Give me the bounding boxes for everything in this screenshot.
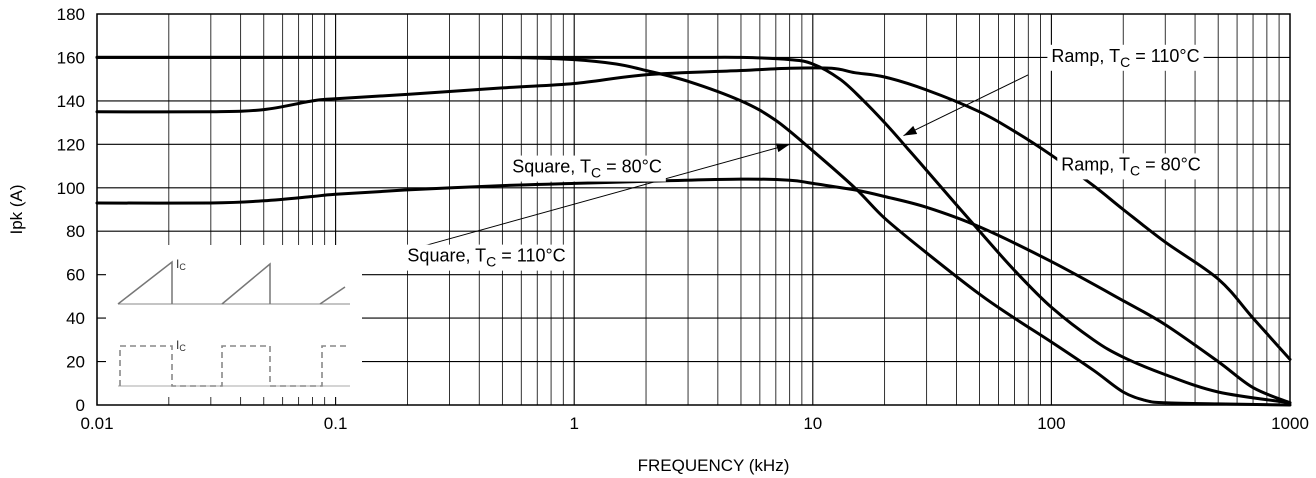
annotation-label-1: Square, TC = 80°C [512, 157, 662, 181]
x-tick-label: 10 [803, 414, 822, 433]
series-line-3 [95, 66, 1292, 361]
arrow-head-2 [903, 125, 918, 136]
x-tick-label: 1000 [1271, 414, 1309, 433]
arrow-head-1 [775, 143, 790, 153]
tick-labels: 0 20 40 60 80 100 120 140 160 180 0.01 0.1 1 10 100 100… [57, 5, 1309, 433]
series-line-2 [95, 55, 1292, 405]
inset-square-wave [119, 345, 348, 387]
y-tick-label: 0 [76, 396, 85, 415]
x-tick-label: 100 [1037, 414, 1065, 433]
annotation-arrows [421, 74, 1029, 247]
y-tick-label: 20 [66, 353, 85, 372]
annotation-label-4: Ramp, TC = 80°C [1061, 154, 1201, 178]
waveform-inset: IC IC [106, 245, 362, 397]
inset-square-label: IC [176, 338, 186, 353]
y-axis-title: Ipk (A) [7, 184, 26, 234]
annotation-bg-2 [403, 244, 570, 271]
x-axis-title: FREQUENCY (kHz) [638, 456, 790, 475]
y-tick-label: 180 [57, 5, 85, 24]
x-tick-label: 0.01 [80, 414, 113, 433]
y-tick-label: 100 [57, 179, 85, 198]
arrow-line-2 [903, 74, 1029, 137]
inset-background [106, 245, 362, 397]
annotations: Square, TC = 80°C Square, TC = 110°C Ramp,… [403, 44, 1205, 271]
annotation-bg-4 [1057, 153, 1205, 180]
y-tick-label: 40 [66, 309, 85, 328]
y-tick-label: 120 [57, 135, 85, 154]
arrow-line-1 [421, 143, 790, 247]
series-lines [95, 55, 1292, 407]
annotation-bg-3 [1047, 44, 1204, 71]
x-tick-label: 0.1 [324, 414, 348, 433]
x-tick-label: 1 [569, 414, 578, 433]
series-line-4 [95, 177, 1292, 405]
inset-ramp-wave [117, 260, 346, 305]
y-tick-label: 140 [57, 92, 85, 111]
annotation-bg-1 [508, 155, 666, 182]
annotation-label-2: Square, TC = 110°C [407, 246, 565, 270]
y-tick-label: 60 [66, 266, 85, 285]
inset-ramp-label: IC [176, 257, 186, 272]
y-tick-label: 160 [57, 48, 85, 67]
annotation-label-3: Ramp, TC = 110°C [1051, 46, 1199, 70]
y-tick-label: 80 [66, 222, 85, 241]
